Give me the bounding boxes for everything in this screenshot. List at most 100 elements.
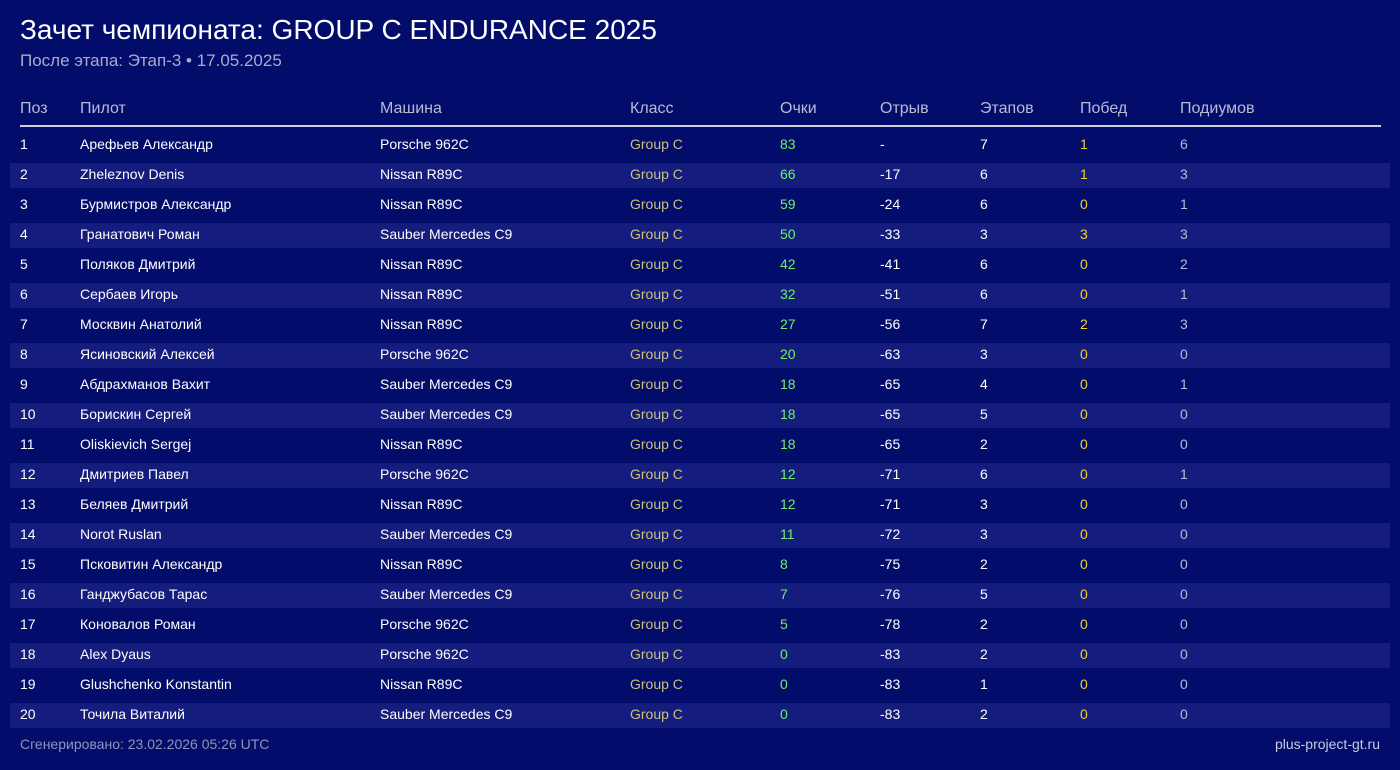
table-row: 14 Norot Ruslan Sauber Mercedes C9 Group C 1… — [0, 518, 1400, 548]
cell-podiums: 1 — [1180, 286, 1188, 302]
cell-points: 11 — [780, 526, 795, 542]
column-header-events: Этапов — [980, 100, 1034, 117]
cell-driver: Беляев Дмитрий — [80, 496, 189, 512]
cell-points: 32 — [780, 286, 796, 302]
table-row: 17 Коновалов Роман Porsche 962C Group C 5 -78… — [0, 608, 1400, 638]
table-row: 3 Бурмистров Александр Nissan R89C Group C 5… — [0, 188, 1400, 218]
column-header-driver: Пилот — [80, 100, 126, 117]
cell-car: Sauber Mercedes C9 — [380, 586, 513, 602]
cell-events: 6 — [980, 196, 988, 212]
cell-events: 2 — [980, 556, 988, 572]
cell-driver: Alex Dyaus — [80, 646, 151, 662]
cell-points: 42 — [780, 256, 796, 272]
cell-class: Group C — [630, 706, 683, 722]
cell-wins: 0 — [1080, 646, 1088, 662]
cell-driver: Ясиновский Алексей — [80, 346, 215, 362]
cell-car: Sauber Mercedes C9 — [380, 376, 513, 392]
cell-gap: -17 — [880, 166, 901, 182]
cell-gap: -83 — [880, 706, 901, 722]
cell-wins: 3 — [1080, 226, 1088, 242]
cell-class: Group C — [630, 346, 683, 362]
cell-points: 18 — [780, 376, 796, 392]
site-link[interactable]: plus-project-gt.ru — [1274, 736, 1380, 752]
table-row: 9 Абдрахманов Вахит Sauber Mercedes C9 Grou… — [0, 368, 1400, 398]
cell-class: Group C — [630, 466, 683, 482]
cell-car: Sauber Mercedes C9 — [380, 226, 513, 242]
cell-class: Group C — [630, 616, 683, 632]
cell-podiums: 0 — [1180, 616, 1188, 632]
cell-gap: -33 — [880, 226, 901, 242]
table-row: 19 Glushchenko Konstantin Nissan R89C Group… — [0, 668, 1400, 698]
cell-car: Porsche 962C — [380, 136, 469, 152]
cell-driver: Сербаев Игорь — [80, 286, 179, 302]
cell-gap: -51 — [880, 286, 901, 302]
cell-position: 5 — [20, 256, 28, 272]
cell-events: 3 — [980, 346, 988, 362]
cell-events: 1 — [980, 676, 988, 692]
cell-wins: 0 — [1080, 526, 1088, 542]
cell-position: 6 — [20, 286, 28, 302]
cell-events: 6 — [980, 286, 988, 302]
cell-points: 12 — [780, 466, 796, 482]
cell-gap: -78 — [880, 616, 901, 632]
cell-position: 4 — [20, 226, 28, 242]
table-header: Поз Пилот Машина Класс Очки Отрыв Этапов Побед П… — [0, 98, 1400, 120]
cell-events: 6 — [980, 256, 988, 272]
cell-gap: -41 — [880, 256, 901, 272]
cell-points: 66 — [780, 166, 796, 182]
column-header-position: Поз — [20, 100, 48, 117]
cell-points: 59 — [780, 196, 796, 212]
cell-points: 18 — [780, 436, 796, 452]
cell-position: 17 — [20, 616, 36, 632]
cell-class: Group C — [630, 526, 683, 542]
column-header-podiums: Подиумов — [1180, 100, 1255, 117]
column-header-class: Класс — [630, 100, 674, 117]
cell-wins: 1 — [1080, 166, 1088, 182]
cell-position: 9 — [20, 376, 28, 392]
cell-car: Nissan R89C — [380, 256, 463, 272]
cell-podiums: 0 — [1180, 676, 1188, 692]
cell-gap: -65 — [880, 406, 901, 422]
cell-class: Group C — [630, 586, 683, 602]
cell-class: Group C — [630, 256, 683, 272]
cell-points: 50 — [780, 226, 796, 242]
cell-car: Nissan R89C — [380, 286, 463, 302]
cell-podiums: 3 — [1180, 166, 1188, 182]
cell-podiums: 0 — [1180, 406, 1188, 422]
table-row: 10 Борискин Сергей Sauber Mercedes C9 Group… — [0, 398, 1400, 428]
cell-wins: 0 — [1080, 436, 1088, 452]
cell-driver: Zheleznov Denis — [80, 166, 185, 182]
cell-wins: 0 — [1080, 586, 1088, 602]
cell-wins: 0 — [1080, 556, 1088, 572]
cell-wins: 0 — [1080, 196, 1088, 212]
cell-gap: -56 — [880, 316, 901, 332]
cell-position: 1 — [20, 136, 28, 152]
column-header-wins: Побед — [1080, 100, 1128, 117]
cell-car: Nissan R89C — [380, 166, 463, 182]
cell-class: Group C — [630, 286, 683, 302]
cell-position: 15 — [20, 556, 36, 572]
cell-wins: 0 — [1080, 706, 1088, 722]
cell-podiums: 0 — [1180, 556, 1188, 572]
cell-position: 3 — [20, 196, 28, 212]
cell-gap: -65 — [880, 436, 901, 452]
cell-podiums: 0 — [1180, 706, 1188, 722]
cell-position: 12 — [20, 466, 36, 482]
column-header-points: Очки — [780, 100, 817, 117]
cell-wins: 0 — [1080, 496, 1088, 512]
cell-events: 7 — [980, 316, 988, 332]
cell-events: 6 — [980, 466, 988, 482]
cell-points: 5 — [780, 616, 788, 632]
cell-car: Sauber Mercedes C9 — [380, 706, 513, 722]
cell-podiums: 2 — [1180, 256, 1188, 272]
cell-events: 3 — [980, 226, 988, 242]
cell-position: 18 — [20, 646, 36, 662]
cell-gap: -71 — [880, 466, 901, 482]
cell-points: 27 — [780, 316, 796, 332]
cell-wins: 0 — [1080, 406, 1088, 422]
cell-car: Sauber Mercedes C9 — [380, 406, 513, 422]
cell-podiums: 0 — [1180, 646, 1188, 662]
cell-wins: 0 — [1080, 376, 1088, 392]
cell-wins: 0 — [1080, 346, 1088, 362]
table-row: 20 Точила Виталий Sauber Mercedes C9 Group … — [0, 698, 1400, 728]
